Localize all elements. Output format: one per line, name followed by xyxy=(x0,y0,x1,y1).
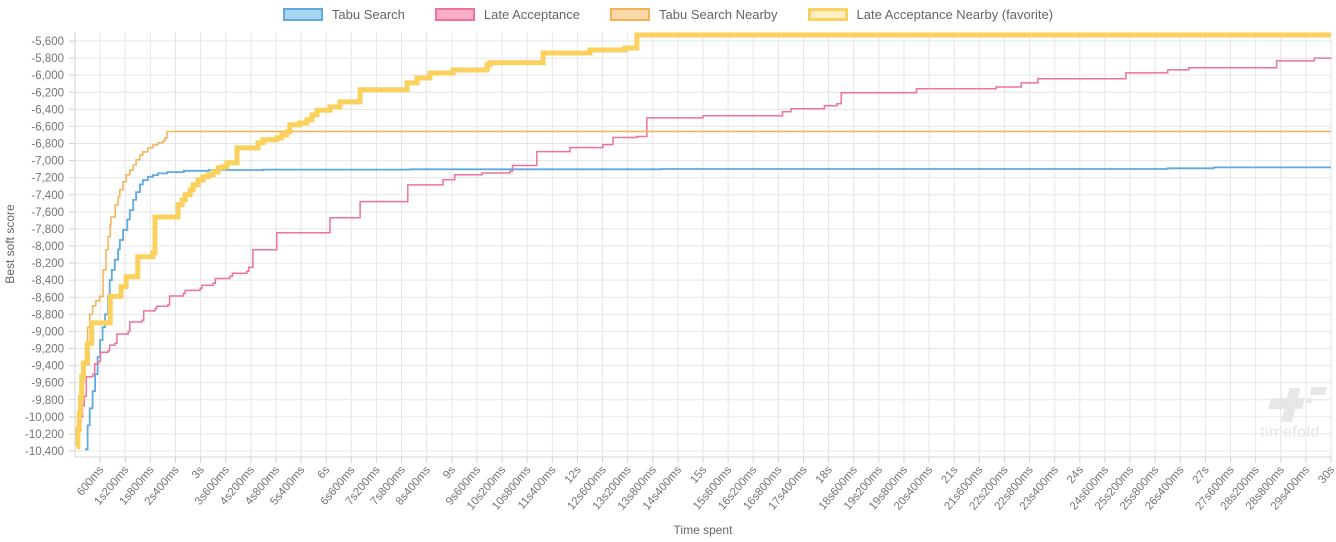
y-tick-label: -10,400 xyxy=(25,446,64,458)
legend-item-late-acceptance[interactable]: Late Acceptance xyxy=(434,7,581,22)
x-tick-label: 30s xyxy=(1316,464,1336,486)
y-tick-label: -8,400 xyxy=(31,275,64,287)
y-tick-label: -6,600 xyxy=(31,121,64,133)
y-tick-label: -6,800 xyxy=(31,139,64,151)
x-tick-label: 24s xyxy=(1065,464,1086,486)
y-tick-label: -8,000 xyxy=(31,241,64,253)
y-tick-label: -7,600 xyxy=(31,207,64,219)
legend-swatch-late-acceptance-nearby xyxy=(807,8,848,21)
series-line-late-acceptance-nearby-favorite xyxy=(75,32,1331,450)
y-tick-label: -8,600 xyxy=(31,292,64,304)
y-axis-title: Best soft score xyxy=(3,204,17,284)
x-tick-label: 9s xyxy=(441,464,458,481)
y-tick-label: -9,800 xyxy=(31,395,64,407)
y-tick-label: -7,800 xyxy=(31,224,64,236)
y-tick-label: -6,400 xyxy=(31,104,64,116)
x-tick-label: 12s xyxy=(563,464,584,486)
y-tick-label: -9,200 xyxy=(31,344,64,356)
y-tick-label: -8,200 xyxy=(31,258,64,270)
legend-label: Tabu Search xyxy=(331,7,405,22)
y-tick-label: -9,400 xyxy=(31,361,64,373)
legend-item-late-acceptance-nearby[interactable]: Late Acceptance Nearby (favorite) xyxy=(807,7,1054,22)
legend-label: Late Acceptance xyxy=(483,7,581,22)
x-tick-label: 18s xyxy=(814,464,835,486)
legend-swatch-tabu-search xyxy=(282,8,323,21)
legend-swatch-late-acceptance xyxy=(434,8,475,21)
y-tick-label: -5,800 xyxy=(31,53,64,65)
x-axis-title: Time spent xyxy=(674,523,734,537)
watermark-text: timefold xyxy=(1260,424,1320,441)
y-tick-label: -7,200 xyxy=(31,173,64,185)
y-tick-label: -8,800 xyxy=(31,309,64,321)
x-tick-label: 21s xyxy=(939,464,960,486)
x-tick-label: 3s xyxy=(190,464,207,481)
x-tick-label: 15s xyxy=(688,464,709,486)
y-tick-label: -10,200 xyxy=(25,429,64,441)
legend-item-tabu-search-nearby[interactable]: Tabu Search Nearby xyxy=(610,7,778,22)
x-tick-label: 6s xyxy=(315,464,332,481)
series-line-tabu-search xyxy=(85,166,1331,451)
chart-legend: Tabu Search Late Acceptance Tabu Search … xyxy=(0,7,1336,22)
legend-item-tabu-search[interactable]: Tabu Search xyxy=(282,7,405,22)
legend-swatch-tabu-search-nearby xyxy=(610,8,651,21)
y-tick-label: -5,600 xyxy=(31,36,64,48)
y-tick-label: -6,200 xyxy=(31,87,64,99)
series-line-late-acceptance xyxy=(77,57,1332,445)
x-tick-label: 27s xyxy=(1191,464,1212,486)
y-tick-label: -9,600 xyxy=(31,378,64,390)
y-tick-label: -7,400 xyxy=(31,190,64,202)
legend-label: Late Acceptance Nearby (favorite) xyxy=(856,7,1054,22)
y-tick-label: -6,000 xyxy=(31,70,64,82)
legend-label: Tabu Search Nearby xyxy=(659,7,778,22)
y-tick-label: -7,000 xyxy=(31,156,64,168)
y-tick-label: -10,000 xyxy=(25,412,64,424)
y-tick-label: -9,000 xyxy=(31,326,64,338)
